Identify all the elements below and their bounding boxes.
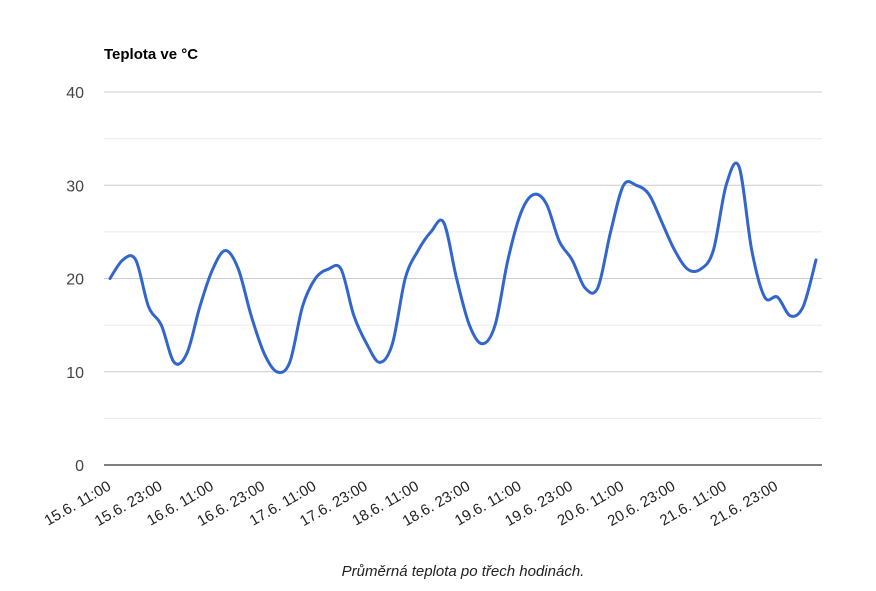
y-tick-label: 30 (66, 178, 84, 195)
chart-title: Teplota ve °C (104, 46, 198, 63)
y-tick-label: 10 (66, 365, 84, 382)
series-line (108, 161, 818, 374)
y-tick-label: 40 (66, 85, 84, 102)
y-axis: 0 10 20 30 40 (66, 85, 84, 475)
grid (104, 91, 822, 419)
series-area (108, 161, 818, 374)
chart-caption: Průměrná teplota po třech hodinách. (342, 563, 585, 580)
y-tick-label: 20 (66, 272, 84, 289)
y-tick-label: 0 (75, 458, 84, 475)
